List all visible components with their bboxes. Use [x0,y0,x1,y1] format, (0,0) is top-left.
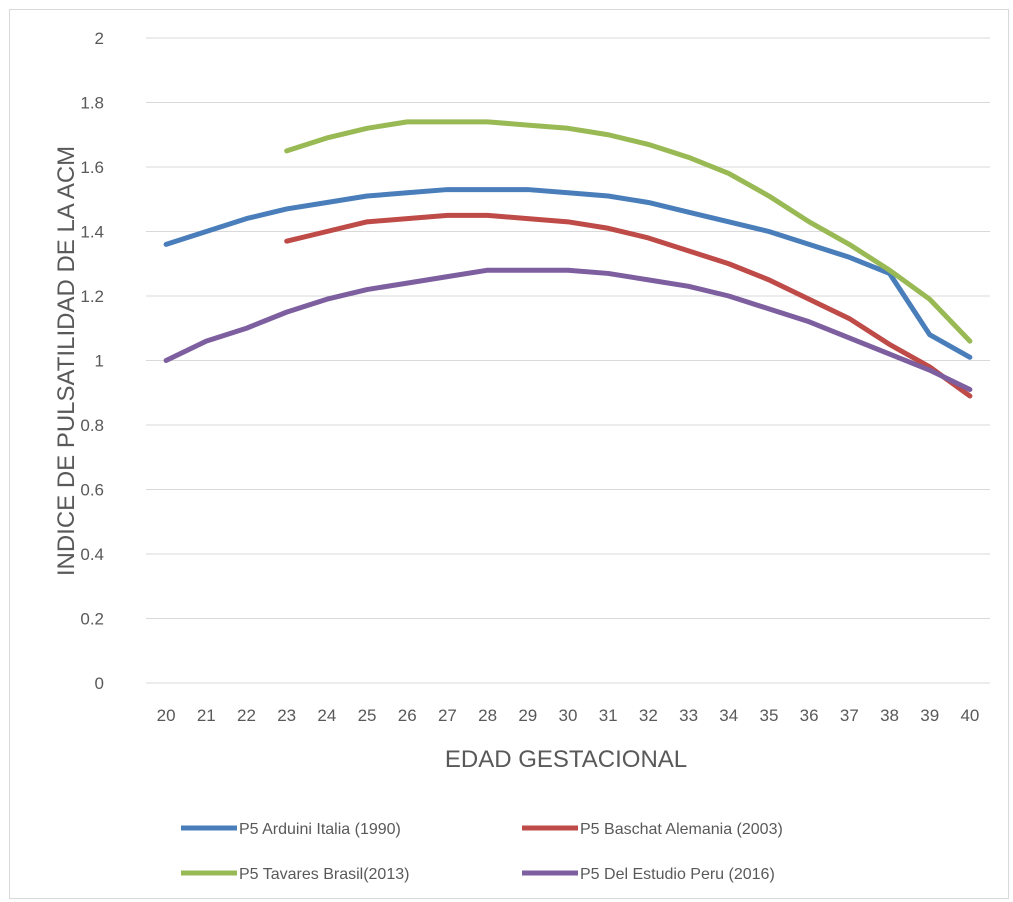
legend-item-2[interactable]: P5 Baschat Alemania (2003) [522,821,783,838]
x-tick-label: 33 [679,706,698,725]
x-tick-label: 30 [559,706,578,725]
x-tick-label: 24 [317,706,336,725]
legend: P5 Arduini Italia (1990) P5 Baschat Alema… [181,821,783,883]
x-tick-label: 40 [960,706,979,725]
x-tick-label: 27 [438,706,457,725]
y-tick-label: 1.2 [80,287,104,306]
x-tick-label: 39 [920,706,939,725]
x-tick-label: 29 [518,706,537,725]
y-tick-label: 0 [95,674,104,693]
x-tick-label: 28 [478,706,497,725]
legend-label: P5 Arduini Italia (1990) [239,821,401,838]
y-tick-label: 1.4 [80,223,104,242]
x-tick-label: 31 [599,706,618,725]
x-tick-label: 32 [639,706,658,725]
y-tick-label: 0.2 [80,610,104,629]
chart-frame [9,9,1009,899]
y-tick-label: 1 [95,352,104,371]
x-tick-label: 37 [840,706,859,725]
x-tick-label: 34 [719,706,738,725]
y-tick-label: 0.4 [80,545,104,564]
x-tick-label: 25 [358,706,377,725]
legend-item-4[interactable]: P5 Del Estudio Peru (2016) [522,866,775,883]
legend-item-1[interactable]: P5 Arduini Italia (1990) [181,821,401,838]
x-tick-label: 22 [237,706,256,725]
x-tick-label: 38 [880,706,899,725]
x-tick-label: 21 [197,706,216,725]
legend-label: P5 Baschat Alemania (2003) [580,821,783,838]
x-axis-title: EDAD GESTACIONAL [445,746,687,773]
x-tick-label: 23 [277,706,296,725]
legend-label: P5 Tavares Brasil(2013) [239,866,409,883]
y-tick-label: 1.6 [80,158,104,177]
series-lines [163,119,973,399]
x-tick-labels: 20 21 22 23 24 25 26 27 28 29 30 31 32 33 34 35 36 37 38 39… [157,706,980,725]
gridlines [146,37,990,684]
y-axis-title: INDICE DE PULSATILIDAD DE LA ACM [53,146,80,576]
legend-label: P5 Del Estudio Peru (2016) [580,866,775,883]
x-tick-label: 26 [398,706,417,725]
y-tick-label: 0.8 [80,416,104,435]
series-line-2 [284,212,973,399]
series-line-1 [163,187,973,360]
x-tick-label: 20 [157,706,176,725]
x-tick-label: 35 [759,706,778,725]
y-tick-label: 1.8 [80,94,104,113]
series-line-4 [163,267,973,393]
y-tick-labels: 0 0.2 0.4 0.6 0.8 1 1.2 1.4 1.6 1.8 2 [80,29,104,693]
legend-item-3[interactable]: P5 Tavares Brasil(2013) [181,866,409,883]
y-tick-label: 0.6 [80,481,104,500]
y-tick-label: 2 [95,29,104,48]
x-tick-label: 36 [800,706,819,725]
series-line-3 [284,119,973,344]
